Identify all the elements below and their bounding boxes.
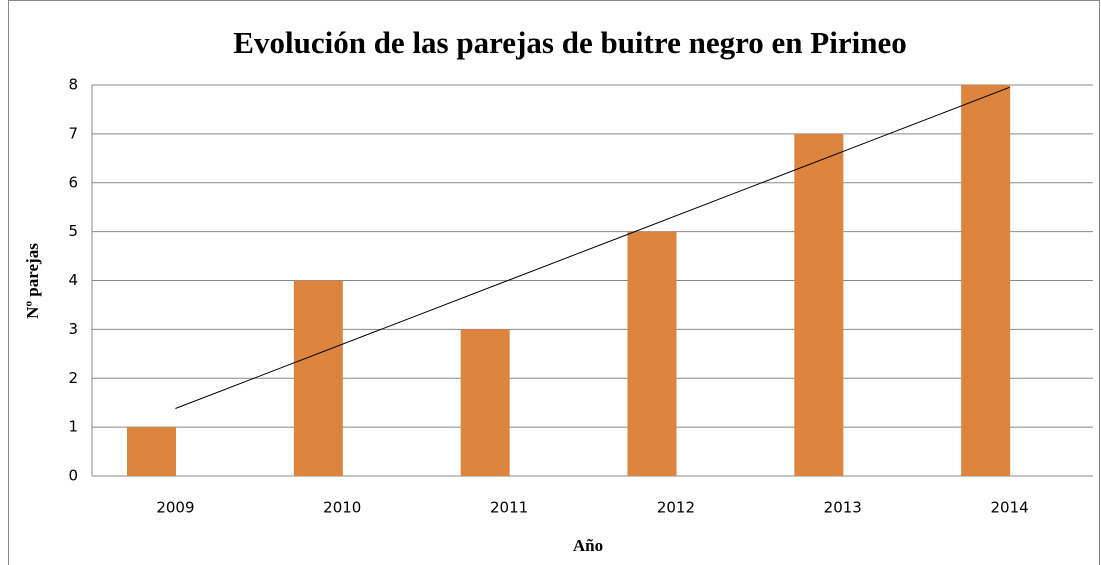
y-tick-label: 0 [68, 467, 78, 485]
x-axis-label: Año [573, 536, 603, 555]
y-tick-label: 7 [68, 124, 78, 142]
x-tick-label: 2009 [156, 499, 194, 517]
y-tick-label: 4 [68, 271, 78, 289]
x-tick-label: 2014 [990, 499, 1028, 517]
y-tick-label: 6 [68, 173, 78, 191]
x-tick-label: 2010 [323, 499, 361, 517]
x-tick-label: 2012 [657, 499, 695, 517]
trendline [175, 86, 1010, 409]
chart-frame [8, 0, 1100, 565]
y-tick-label: 2 [68, 369, 78, 387]
y-tick-label: 3 [68, 320, 78, 338]
bar [293, 280, 343, 476]
y-tick-label: 1 [68, 418, 78, 436]
bar [127, 427, 176, 476]
bar [961, 85, 1011, 476]
y-tick-label: 5 [68, 222, 78, 240]
bar [627, 231, 677, 476]
bar [460, 329, 510, 476]
x-tick-label: 2013 [824, 499, 862, 517]
y-axis-label: Nº parejas [23, 243, 42, 319]
chart-title: Evolución de las parejas de buitre negro… [233, 25, 906, 60]
bar [794, 133, 844, 476]
y-tick-label: 8 [68, 76, 78, 94]
x-tick-label: 2011 [490, 499, 528, 517]
